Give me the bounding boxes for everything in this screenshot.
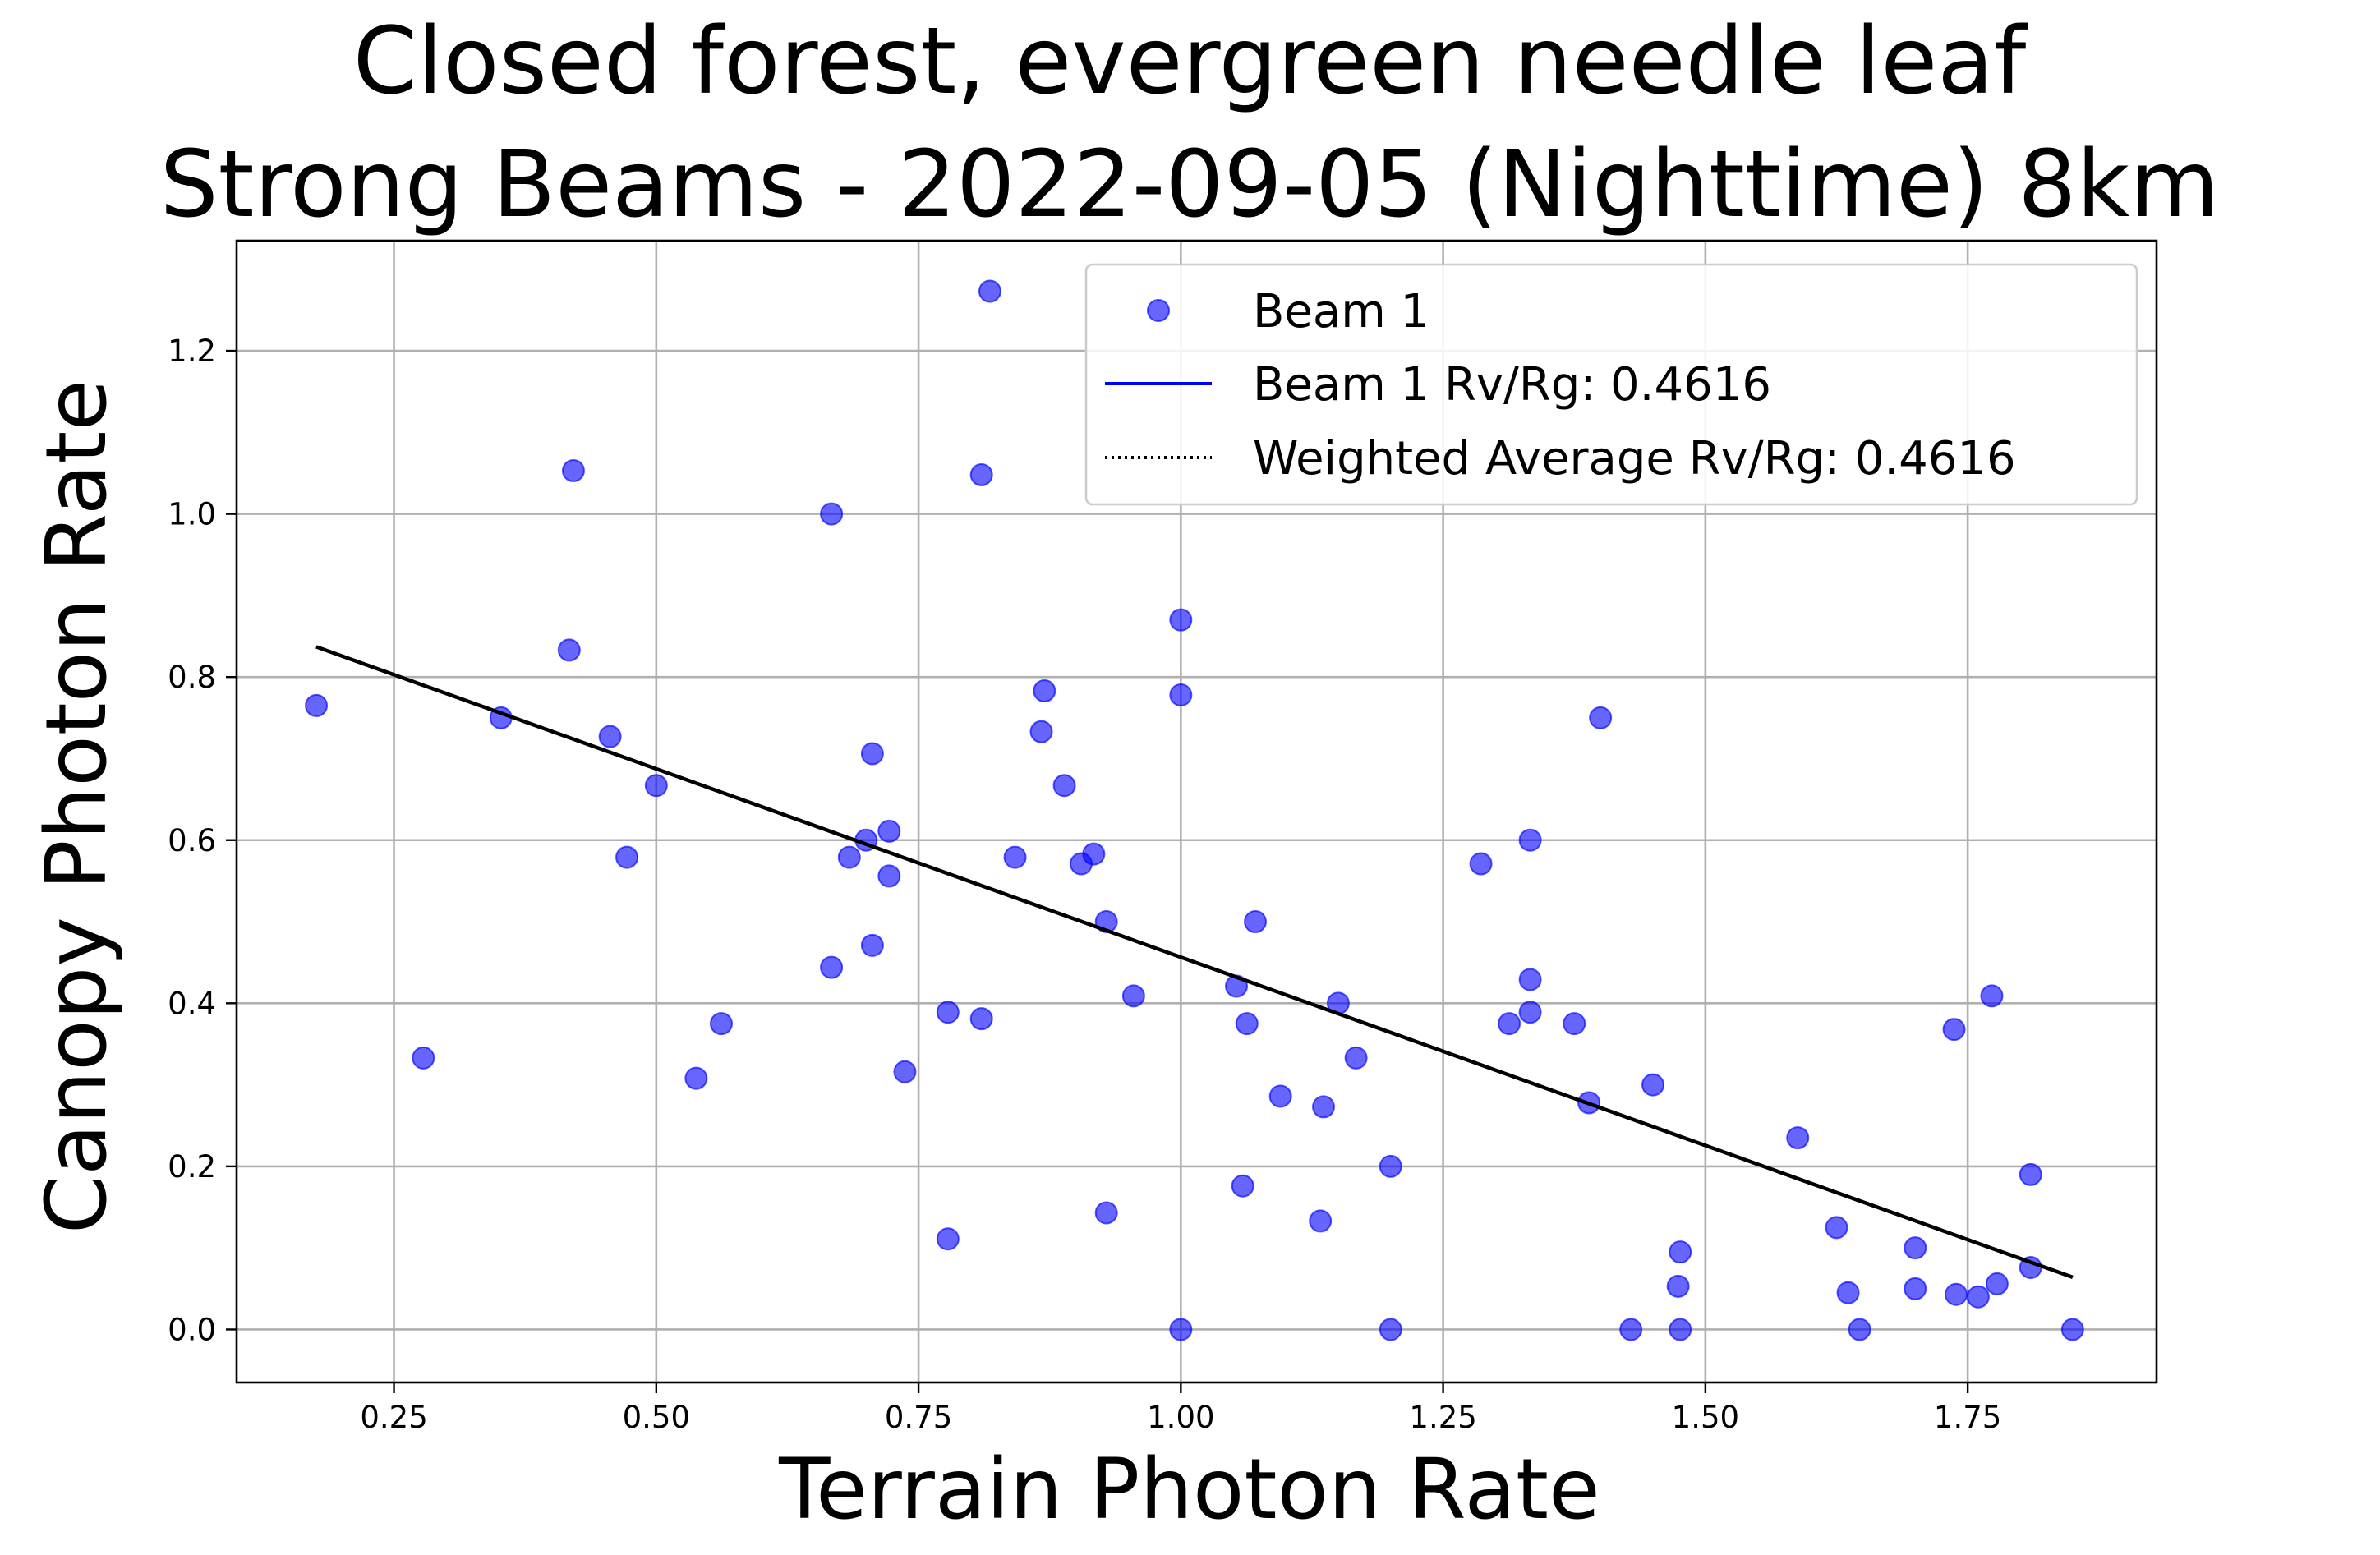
chart-title-line-2: Strong Beams - 2022-09-05 (Nighttime) 8k… [160,131,2220,238]
axes-frame [235,239,2158,1384]
data-point [936,1227,960,1251]
x-tick-label: 0.25 [360,1400,427,1435]
legend: Beam 1 Beam 1 Rv/Rg: 0.4616 Weighted Avera… [1084,263,2138,506]
data-point [1666,1274,1690,1298]
data-point [1518,1001,1542,1024]
y-tick-label: 1.2 [168,334,216,369]
data-point [1518,968,1542,991]
data-point [820,955,844,979]
y-tick-label: 1.0 [168,497,216,532]
data-point [1029,720,1053,743]
data-point [1309,1209,1333,1233]
data-point [1052,774,1076,798]
data-point [820,502,844,526]
data-point [557,638,581,662]
x-tick-label: 0.50 [623,1400,690,1435]
x-tick-label: 0.75 [885,1400,952,1435]
x-axis-label: Terrain Photon Rate [778,1441,1600,1539]
data-point [1469,852,1493,876]
data-point [1589,706,1613,729]
data-point [1945,1282,1968,1306]
data-point [1518,828,1542,852]
data-point [1825,1216,1848,1240]
data-point [2060,1318,2084,1341]
data-point [969,462,993,486]
data-point [2019,1162,2042,1186]
data-point [877,819,901,843]
data-point [412,1046,435,1070]
data-point [1082,842,1106,866]
y-axis-label: Canopy Photon Rate [28,380,126,1234]
data-point [1121,984,1145,1008]
data-point [598,725,622,748]
data-point [1641,1073,1665,1097]
x-tick-label: 1.75 [1934,1400,2001,1435]
data-point [1985,1272,2009,1295]
data-point [860,742,884,766]
data-point [1669,1318,1692,1341]
legend-marker-beam-1 [1147,299,1170,322]
data-point [877,864,901,888]
x-tick-label: 1.00 [1147,1400,1214,1435]
x-tick-label: 1.50 [1672,1400,1739,1435]
data-point [1169,1318,1193,1341]
data-point [1966,1285,1990,1309]
data-point [1498,1012,1521,1036]
data-point [1669,1240,1692,1264]
data-point [1904,1277,1927,1300]
y-tick-label: 0.2 [168,1149,216,1185]
data-point [709,1012,733,1036]
data-point [837,845,861,869]
data-point [1033,679,1056,703]
plot-area [305,279,2084,1341]
data-point [1619,1318,1643,1341]
data-point [969,1007,993,1031]
data-point [1942,1018,1966,1042]
data-point [1169,683,1193,707]
data-point [978,279,1001,303]
legend-label: Weighted Average Rv/Rg: 0.4616 [1253,432,2016,485]
data-point [1169,608,1193,632]
x-tick-label: 1.25 [1409,1400,1476,1435]
data-point [1003,845,1027,869]
data-point [1904,1236,1927,1260]
data-point [1268,1084,1292,1108]
data-point [1563,1012,1586,1036]
data-point [615,845,639,869]
y-tick-label: 0.6 [168,823,216,858]
y-tick-label: 0.0 [168,1312,216,1347]
data-point [1344,1046,1368,1070]
data-point [1848,1318,1871,1341]
y-tick-label: 0.8 [168,660,216,695]
legend-box [1084,263,2138,506]
data-point [1379,1318,1402,1341]
data-point [1379,1154,1402,1178]
data-point [1836,1281,1860,1304]
axis-ticks: 0.25 0.50 0.75 1.00 1.25 1.50 1.75 0.0 0.2 0.4 0.6… [168,334,2001,1435]
chart-title-line-1: Closed forest, evergreen needle leaf [353,8,2028,115]
data-point [1312,1095,1336,1119]
data-point [1094,1201,1118,1225]
y-tick-label: 0.4 [168,986,216,1021]
data-point [644,774,668,798]
data-point [1980,984,2004,1008]
legend-label: Beam 1 [1253,285,1429,338]
data-point [305,693,329,717]
overlay-fit-line [315,645,2074,1280]
data-point [936,1001,960,1024]
data-point [1231,1174,1254,1198]
data-point [860,933,884,957]
data-point [1786,1126,1810,1150]
data-point [1244,910,1268,934]
data-point [1235,1012,1259,1036]
data-point [561,458,585,482]
legend-label: Beam 1 Rv/Rg: 0.4616 [1253,358,1771,412]
data-point [893,1060,917,1083]
data-point [684,1066,708,1090]
